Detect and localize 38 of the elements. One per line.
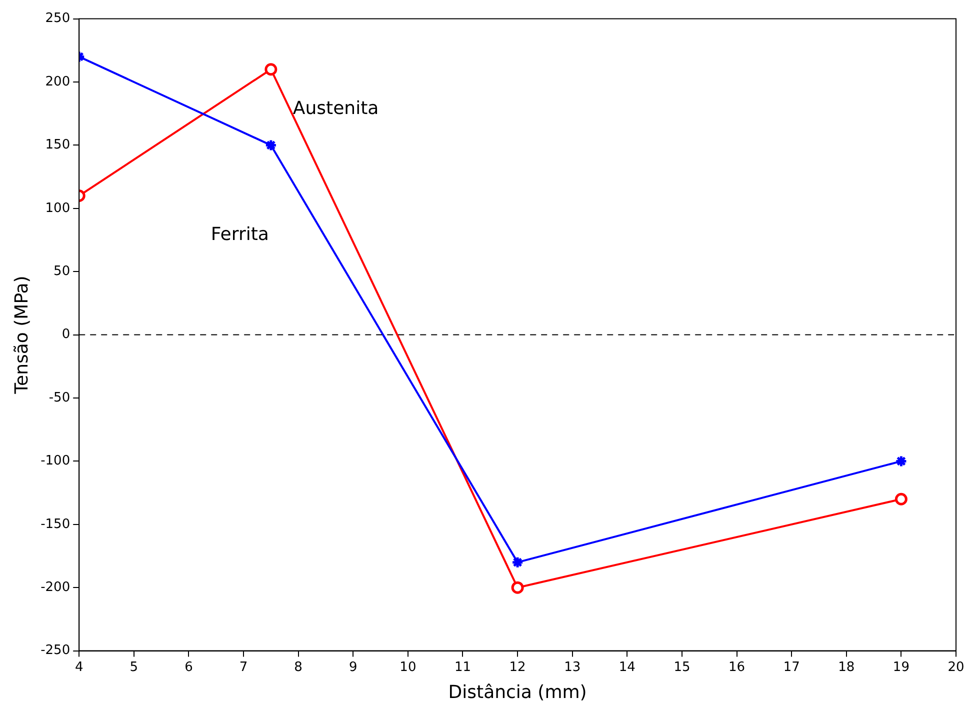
y-tick-label: -250 <box>40 643 70 658</box>
x-tick-label: 12 <box>509 660 526 675</box>
x-tick-label: 15 <box>674 660 690 675</box>
point <box>264 138 278 152</box>
point <box>894 454 908 468</box>
x-tick-label: 13 <box>564 660 581 675</box>
point <box>511 581 524 594</box>
y-tick-label: -50 <box>48 390 70 406</box>
y-axis-title: Tensão (MPa) <box>11 276 32 395</box>
y-tick-label: 0 <box>62 327 70 342</box>
x-tick-label: 4 <box>74 660 84 675</box>
point <box>511 556 524 569</box>
y-tick-label: 50 <box>54 264 70 279</box>
x-tick-label: 8 <box>294 660 302 675</box>
y-tick-label: -150 <box>40 516 70 532</box>
x-tick-label: 5 <box>130 660 138 675</box>
series-label: Austenita <box>292 98 379 120</box>
y-tick-label: 150 <box>45 138 70 153</box>
y-tick-label: 100 <box>45 200 70 216</box>
point <box>264 63 278 76</box>
x-tick-label: 11 <box>454 660 472 675</box>
y-tick-label: -200 <box>40 580 70 595</box>
x-tick-label: 18 <box>838 660 855 675</box>
y-tick-label: 250 <box>45 11 70 26</box>
point <box>894 492 908 506</box>
text: Ferrita <box>210 224 269 245</box>
x-axis-title: Distância (mm) <box>448 682 587 703</box>
x-tick-label: 6 <box>184 660 193 675</box>
x-tick-label: 10 <box>400 660 416 675</box>
x-tick-label: 17 <box>783 660 800 675</box>
x-tick-label: 14 <box>618 660 636 675</box>
y-tick-label: -100 <box>40 454 70 469</box>
y-tick-label: 200 <box>45 74 70 90</box>
x-tick-label: 19 <box>892 660 910 675</box>
x-tick-label: 20 <box>948 660 964 675</box>
x-tick-label: 7 <box>239 660 248 675</box>
x-tick-label: 16 <box>728 660 746 675</box>
x-tick-label: 9 <box>348 660 358 675</box>
